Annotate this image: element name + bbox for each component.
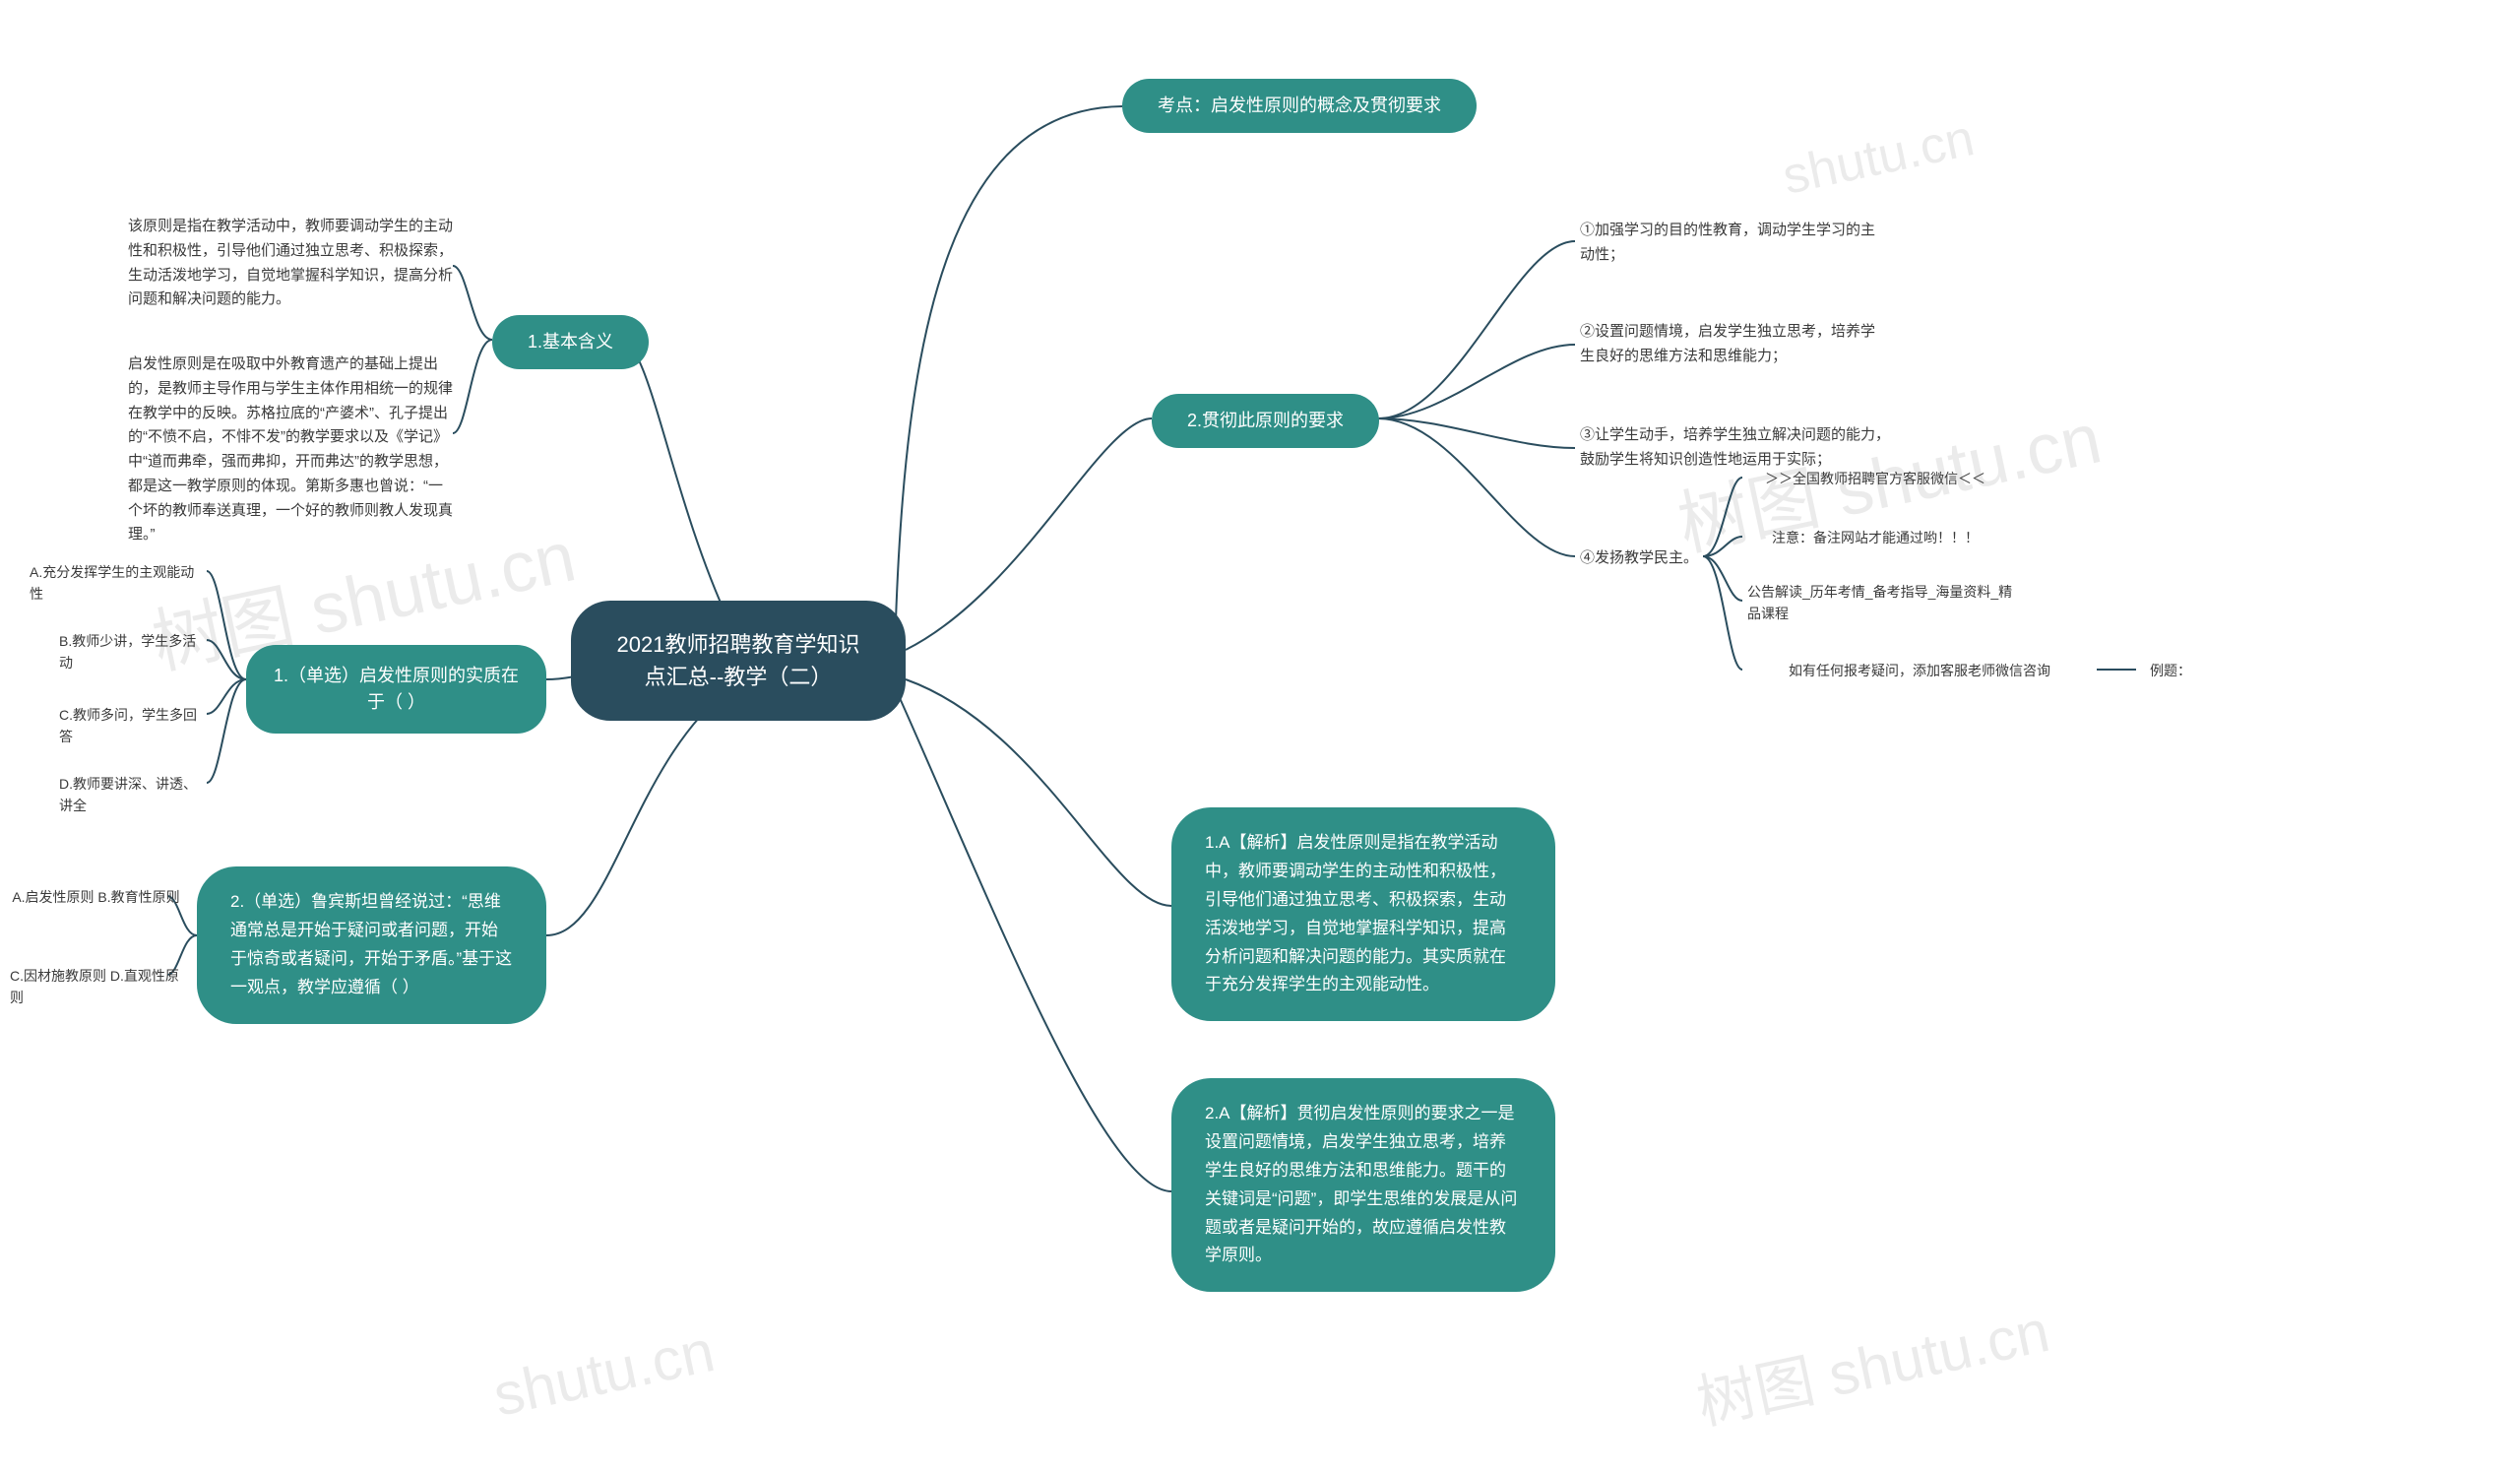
watermark: shutu.cn bbox=[487, 1316, 720, 1430]
jiben-label: 1.基本含义 bbox=[528, 329, 613, 355]
root-title: 2021教师招聘教育学知识点汇总--教学（二） bbox=[610, 628, 866, 693]
q2-label: 2.（单选）鲁宾斯坦曾经说过：“思维通常总是开始于疑问或者问题，开始于惊奇或者疑… bbox=[230, 888, 513, 1002]
guanche-node[interactable]: 2.贯彻此原则的要求 bbox=[1152, 394, 1379, 448]
guanche-r4: ④发扬教学民主。 bbox=[1580, 546, 1698, 571]
ans2-text: 2.A【解析】贯彻启发性原则的要求之一是设置问题情境，启发学生独立思考，培养学生… bbox=[1205, 1100, 1522, 1270]
jiben-p2: 启发性原则是在吸取中外教育遗产的基础上提出的，是教师主导作用与学生主体作用相统一… bbox=[128, 352, 453, 547]
kaodian-node[interactable]: 考点：启发性原则的概念及贯彻要求 bbox=[1122, 79, 1477, 133]
q1-label: 1.（单选）启发性原则的实质在于（ ） bbox=[274, 663, 519, 716]
ans1-text: 1.A【解析】启发性原则是指在教学活动中，教师要调动学生的主动性和积极性，引导他… bbox=[1205, 829, 1522, 999]
guanche-r1: ①加强学习的目的性教育，调动学生学习的主动性； bbox=[1580, 219, 1885, 268]
q1-c: C.教师多问，学生多回答 bbox=[59, 704, 207, 748]
q2-node[interactable]: 2.（单选）鲁宾斯坦曾经说过：“思维通常总是开始于疑问或者问题，开始于惊奇或者疑… bbox=[197, 866, 546, 1024]
q1-d: D.教师要讲深、讲透、讲全 bbox=[59, 773, 207, 817]
watermark: 树图 shutu.cn bbox=[1688, 1283, 2056, 1441]
ans1-node[interactable]: 1.A【解析】启发性原则是指在教学活动中，教师要调动学生的主动性和积极性，引导他… bbox=[1171, 807, 1555, 1021]
guanche-r4-a: ＞＞全国教师招聘官方客服微信＜＜ bbox=[1747, 468, 2003, 489]
q2-cd: C.因材施教原则 D.直观性原则 bbox=[10, 965, 182, 1009]
watermark: shutu.cn bbox=[1778, 108, 1980, 207]
guanche-r4-b: 注意：备注网站才能通过哟！！！ bbox=[1747, 527, 2003, 548]
guanche-label: 2.贯彻此原则的要求 bbox=[1187, 408, 1344, 434]
ans2-node[interactable]: 2.A【解析】贯彻启发性原则的要求之一是设置问题情境，启发学生独立思考，培养学生… bbox=[1171, 1078, 1555, 1292]
guanche-r2: ②设置问题情境，启发学生独立思考，培养学生良好的思维方法和思维能力； bbox=[1580, 320, 1885, 369]
jiben-node[interactable]: 1.基本含义 bbox=[492, 315, 649, 369]
guanche-r4-d: 如有任何报考疑问，添加客服老师微信咨询 bbox=[1747, 660, 2092, 681]
kaodian-label: 考点：启发性原则的概念及贯彻要求 bbox=[1158, 93, 1441, 119]
jiben-p1: 该原则是指在教学活动中，教师要调动学生的主动性和积极性，引导他们通过独立思考、积… bbox=[128, 215, 453, 312]
q1-node[interactable]: 1.（单选）启发性原则的实质在于（ ） bbox=[246, 645, 546, 734]
guanche-r4-c: 公告解读_历年考情_备考指导_海量资料_精品课程 bbox=[1747, 581, 2023, 625]
guanche-r4-e: 例题： bbox=[2141, 660, 2200, 681]
guanche-r3: ③让学生动手，培养学生独立解决问题的能力，鼓励学生将知识创造性地运用于实际； bbox=[1580, 423, 1895, 473]
root-node[interactable]: 2021教师招聘教育学知识点汇总--教学（二） bbox=[571, 601, 906, 721]
q1-a: A.充分发挥学生的主观能动性 bbox=[30, 561, 207, 606]
q2-ab: A.启发性原则 B.教育性原则 bbox=[10, 886, 182, 908]
q1-b: B.教师少讲，学生多活动 bbox=[59, 630, 207, 674]
